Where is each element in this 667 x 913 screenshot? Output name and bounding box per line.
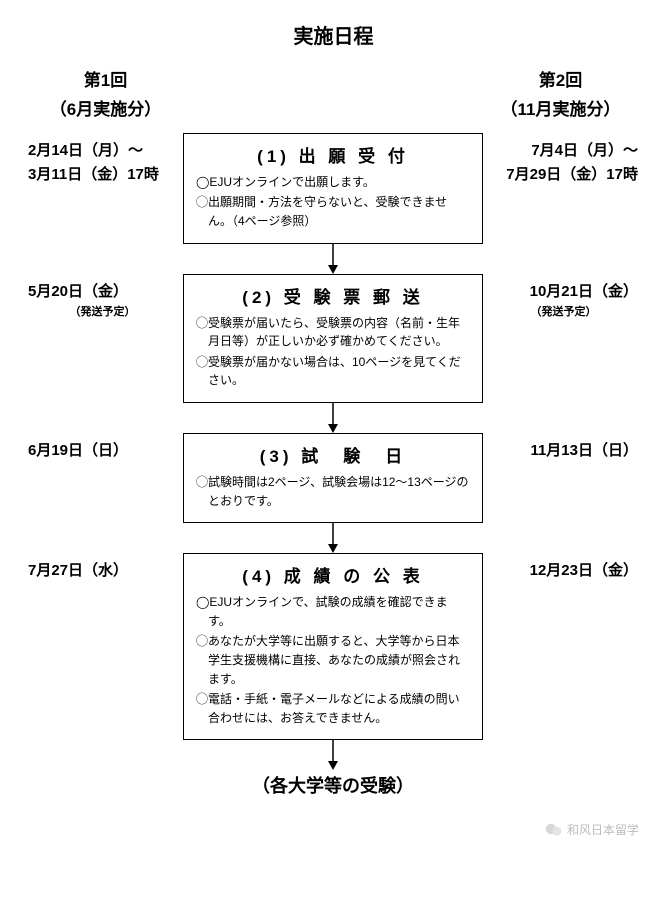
col-left-header-2: （6月実施分）: [50, 100, 161, 119]
arrow-down-icon: [183, 740, 483, 770]
side-left-1: 2月14日（月）〜3月11日（金）17時: [28, 133, 183, 244]
step-title-1: (1) 出 願 受 付: [196, 142, 470, 167]
arrow-down-icon: [183, 403, 483, 433]
footer: 和风日本留学: [28, 808, 639, 838]
arrow-down-icon: [183, 523, 483, 553]
col-left-header-1: 第1回: [84, 71, 127, 90]
side-left-4: 7月27日（水）: [28, 553, 183, 740]
side-right-3: 11月13日（日）: [483, 433, 638, 523]
step-body-line: ◯あなたが大学等に出願すると、大学等から日本学生支援機構に直接、あなたの成績が照…: [196, 632, 470, 688]
step-box-3: (3) 試 験 日 ◯試験時間は2ページ、試験会場は12〜13ページのとおりです。: [183, 433, 483, 523]
side-right-1: 7月4日（月）〜7月29日（金）17時: [483, 133, 638, 244]
side-right-2: 10月21日（金）（発送予定）: [483, 274, 638, 403]
col-right-header-2: （11月実施分）: [501, 100, 621, 119]
wechat-icon: [545, 823, 563, 837]
step-body-1: ◯EJUオンラインで出願します。◯出願期間・方法を守らないと、受験できません。（…: [196, 173, 470, 231]
final-label: （各大学等の受験）: [183, 772, 483, 798]
arrow-down-icon: [183, 244, 483, 274]
step-body-line: ◯EJUオンラインで、試験の成績を確認できます。: [196, 593, 470, 630]
step-body-4: ◯EJUオンラインで、試験の成績を確認できます。◯あなたが大学等に出願すると、大…: [196, 593, 470, 727]
step-title-2: (2) 受 験 票 郵 送: [196, 283, 470, 308]
step-body-line: ◯出願期間・方法を守らないと、受験できません。（4ページ参照）: [196, 193, 470, 230]
step-box-4: (4) 成 績 の 公 表 ◯EJUオンラインで、試験の成績を確認できます。◯あな…: [183, 553, 483, 740]
brand-watermark: 和风日本留学: [545, 821, 639, 838]
step-title-4: (4) 成 績 の 公 表: [196, 562, 470, 587]
step-body-line: ◯試験時間は2ページ、試験会場は12〜13ページのとおりです。: [196, 473, 470, 510]
page-title: 実施日程: [28, 20, 639, 49]
step-body-line: ◯受験票が届いたら、受験票の内容（名前・生年月日等）が正しいか必ず確かめてくださ…: [196, 314, 470, 351]
step-body-2: ◯受験票が届いたら、受験票の内容（名前・生年月日等）が正しいか必ず確かめてくださ…: [196, 314, 470, 390]
schedule-grid: 第1回 （6月実施分） 第2回 （11月実施分） 2月14日（月）〜3月11日（…: [28, 67, 639, 798]
step-box-1: (1) 出 願 受 付 ◯EJUオンラインで出願します。◯出願期間・方法を守らない…: [183, 133, 483, 244]
col-left-header: 第1回 （6月実施分）: [28, 67, 183, 125]
step-body-line: ◯受験票が届かない場合は、10ページを見てください。: [196, 353, 470, 390]
step-body-line: ◯電話・手紙・電子メールなどによる成績の問い合わせには、お答えできません。: [196, 690, 470, 727]
side-left-2: 5月20日（金）（発送予定）: [28, 274, 183, 403]
step-box-2: (2) 受 験 票 郵 送 ◯受験票が届いたら、受験票の内容（名前・生年月日等）が…: [183, 274, 483, 403]
col-right-header: 第2回 （11月実施分）: [483, 67, 638, 125]
step-body-3: ◯試験時間は2ページ、試験会場は12〜13ページのとおりです。: [196, 473, 470, 510]
side-right-4: 12月23日（金）: [483, 553, 638, 740]
col-right-header-1: 第2回: [539, 71, 582, 90]
step-title-3: (3) 試 験 日: [196, 442, 470, 467]
brand-text: 和风日本留学: [567, 821, 639, 838]
step-body-line: ◯EJUオンラインで出願します。: [196, 173, 470, 192]
side-left-3: 6月19日（日）: [28, 433, 183, 523]
